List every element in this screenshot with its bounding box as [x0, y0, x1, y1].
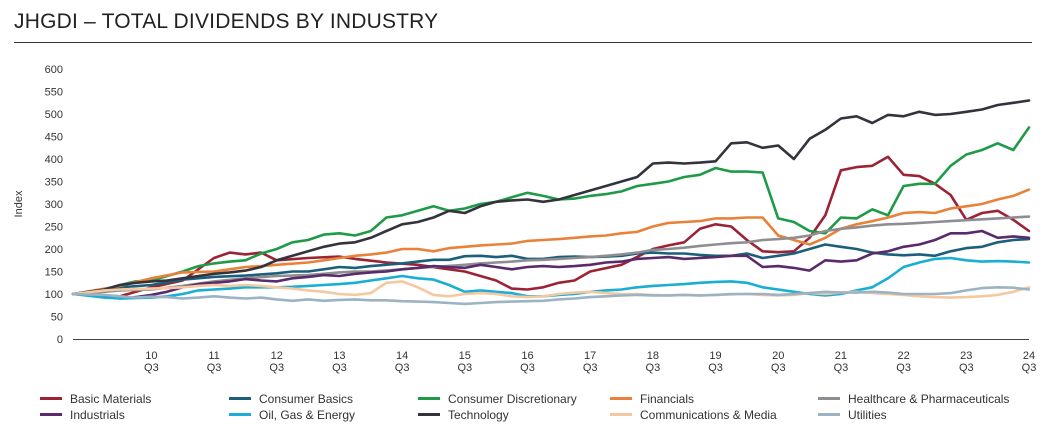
- legend-label: Basic Materials: [70, 391, 152, 406]
- legend-swatch: [610, 397, 632, 400]
- legend-item-healthcare-and-pharmaceuticals: Healthcare & Pharmaceuticals: [818, 391, 1009, 406]
- x-tick-year-label: 24: [1023, 350, 1035, 362]
- legend-item-financials: Financials: [610, 391, 694, 406]
- x-tick-quarter-label: Q3: [457, 362, 472, 374]
- legend-label: Consumer Discretionary: [448, 391, 577, 406]
- y-tick-label: 500: [45, 109, 63, 121]
- page-title: JHGDI – TOTAL DIVIDENDS BY INDUSTRY: [14, 10, 439, 33]
- x-tick-year-label: 12: [271, 350, 283, 362]
- legend-item-communications-and-media: Communications & Media: [610, 407, 777, 422]
- legend-item-technology: Technology: [418, 407, 509, 422]
- series-line-communications-and-media: [71, 280, 1031, 299]
- x-tick-quarter-label: Q3: [708, 362, 723, 374]
- legend-label: Utilities: [848, 407, 887, 422]
- title-divider: [14, 42, 1032, 43]
- legend-label: Technology: [448, 407, 509, 422]
- x-tick-quarter-label: Q3: [332, 362, 347, 374]
- y-tick-label: 0: [57, 334, 63, 346]
- x-tick-quarter-label: Q3: [207, 362, 222, 374]
- legend-item-industrials: Industrials: [40, 407, 125, 422]
- legend-swatch: [818, 397, 840, 400]
- series-line-healthcare-and-pharmaceuticals: [71, 215, 1031, 296]
- legend-label: Industrials: [70, 407, 125, 422]
- x-tick-year-label: 14: [396, 350, 408, 362]
- legend-swatch: [229, 413, 251, 416]
- legend-swatch: [229, 397, 251, 400]
- x-tick-quarter-label: Q3: [646, 362, 661, 374]
- series-line-technology: [71, 99, 1031, 296]
- x-tick-quarter-label: Q3: [583, 362, 598, 374]
- x-tick-year-label: 11: [208, 350, 219, 362]
- legend-swatch: [40, 397, 62, 400]
- x-tick-quarter-label: Q3: [834, 362, 849, 374]
- legend-item-utilities: Utilities: [818, 407, 887, 422]
- chart-legend: Basic Materials Consumer Basics Consumer D…: [40, 391, 1040, 425]
- y-tick-label: 300: [45, 199, 63, 211]
- series-line-financials: [71, 188, 1031, 296]
- legend-label: Financials: [640, 391, 695, 406]
- series-line-consumer-discretionary: [71, 126, 1031, 296]
- x-tick-quarter-label: Q3: [395, 362, 410, 374]
- legend-swatch: [418, 413, 440, 416]
- y-tick-label: 250: [45, 222, 63, 234]
- y-tick-label: 350: [45, 177, 63, 189]
- legend-swatch: [818, 413, 840, 416]
- x-tick-year-label: 16: [521, 350, 533, 362]
- series-line-utilities: [71, 286, 1031, 306]
- y-tick-label: 550: [45, 87, 63, 99]
- y-tick-label: 450: [45, 132, 63, 144]
- x-tick-year-label: 15: [459, 350, 471, 362]
- x-tick-year-label: 10: [145, 350, 157, 362]
- y-tick-label: 400: [45, 154, 63, 166]
- legend-label: Consumer Basics: [259, 391, 354, 406]
- legend-label: Communications & Media: [640, 407, 777, 422]
- x-tick-quarter-label: Q3: [959, 362, 974, 374]
- x-tick-quarter-label: Q3: [520, 362, 535, 374]
- series-line-industrials: [71, 229, 1031, 300]
- x-tick-quarter-label: Q3: [771, 362, 786, 374]
- series-line-basic-materials: [71, 155, 1031, 298]
- y-tick-label: 100: [45, 289, 63, 301]
- y-tick-label: 600: [45, 64, 63, 76]
- x-tick-quarter-label: Q3: [144, 362, 159, 374]
- y-axis-title: Index: [13, 190, 25, 217]
- legend-item-consumer-basics: Consumer Basics: [229, 391, 353, 406]
- y-tick-label: 50: [51, 312, 63, 324]
- legend-label: Oil, Gas & Energy: [259, 407, 356, 422]
- legend-swatch: [40, 413, 62, 416]
- legend-swatch: [610, 413, 632, 416]
- legend-item-oil-gas-and-energy: Oil, Gas & Energy: [229, 407, 355, 422]
- x-tick-year-label: 13: [333, 350, 345, 362]
- x-tick-year-label: 17: [584, 350, 596, 362]
- y-tick-label: 150: [45, 267, 63, 279]
- x-tick-quarter-label: Q3: [269, 362, 284, 374]
- x-tick-year-label: 18: [647, 350, 659, 362]
- x-tick-year-label: 19: [709, 350, 721, 362]
- x-tick-year-label: 21: [835, 350, 847, 362]
- legend-item-consumer-discretionary: Consumer Discretionary: [418, 391, 577, 406]
- legend-swatch: [418, 397, 440, 400]
- line-chart: Index 0 50 100 150 200 250 300 350 400 450 500 550 60…: [13, 64, 1037, 374]
- x-tick-year-label: 20: [772, 350, 784, 362]
- legend-item-basic-materials: Basic Materials: [40, 391, 151, 406]
- x-tick-year-label: 23: [960, 350, 972, 362]
- x-tick-year-label: 22: [897, 350, 909, 362]
- y-tick-label: 200: [45, 244, 63, 256]
- legend-label: Healthcare & Pharmaceuticals: [848, 391, 1010, 406]
- x-tick-quarter-label: Q3: [1022, 362, 1037, 374]
- x-tick-quarter-label: Q3: [896, 362, 911, 374]
